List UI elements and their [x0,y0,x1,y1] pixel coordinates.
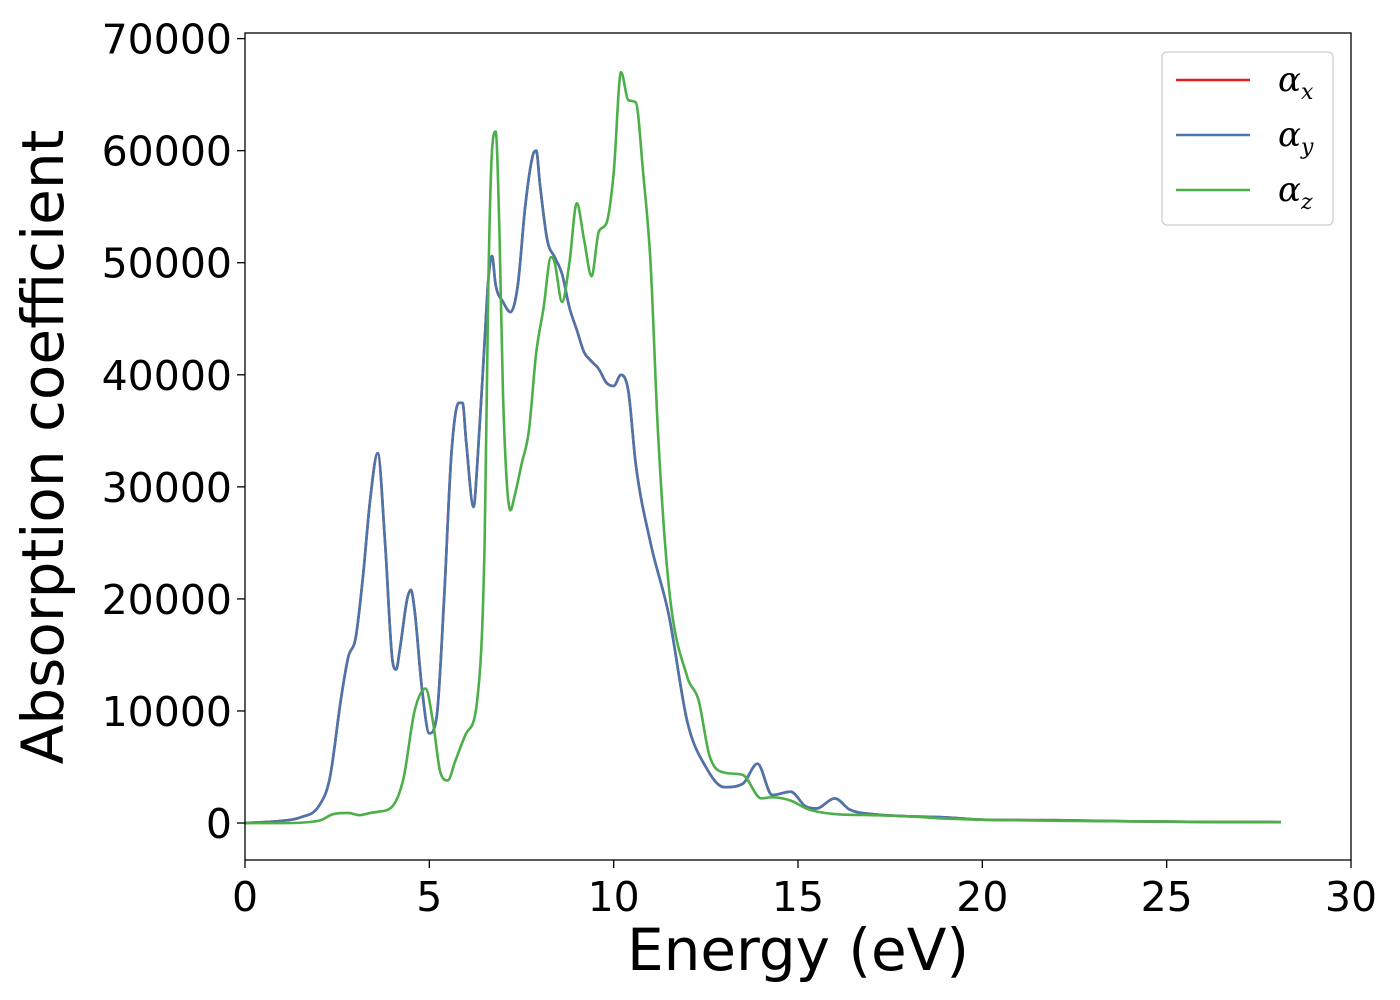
series-line-y [244,149,1281,825]
legend-label-x: αx [1278,60,1314,105]
y-tick-label: 50000 [102,240,232,288]
x-axis-title: Energy (eV) [627,916,969,984]
x-axis-ticks: 0 5 10 15 20 25 30 [232,860,1377,921]
x-tick-label: 20 [956,873,1008,921]
y-axis-ticks: 0 10000 20000 30000 40000 50000 60000 70000 [102,16,245,848]
series-line-z [244,70,1281,825]
legend-label-y: αy [1278,115,1314,160]
legend-label-z: αz [1278,170,1313,215]
y-tick-label: 0 [206,800,232,848]
y-tick-label: 70000 [102,16,232,64]
y-tick-label: 40000 [102,352,232,400]
x-tick-label: 15 [772,873,824,921]
x-tick-label: 5 [416,873,442,921]
y-tick-label: 20000 [102,576,232,624]
x-tick-label: 25 [1141,873,1193,921]
y-axis-title: Absorption coefficient [9,130,77,765]
x-tick-label: 30 [1325,873,1377,921]
y-tick-label: 10000 [102,688,232,736]
y-tick-label: 30000 [102,464,232,512]
x-tick-label: 10 [588,873,640,921]
legend-box [1161,51,1334,226]
y-tick-label: 60000 [102,128,232,176]
x-tick-label: 0 [232,873,258,921]
legend: αx αy αz [1161,51,1334,226]
series-lines [244,70,1281,825]
